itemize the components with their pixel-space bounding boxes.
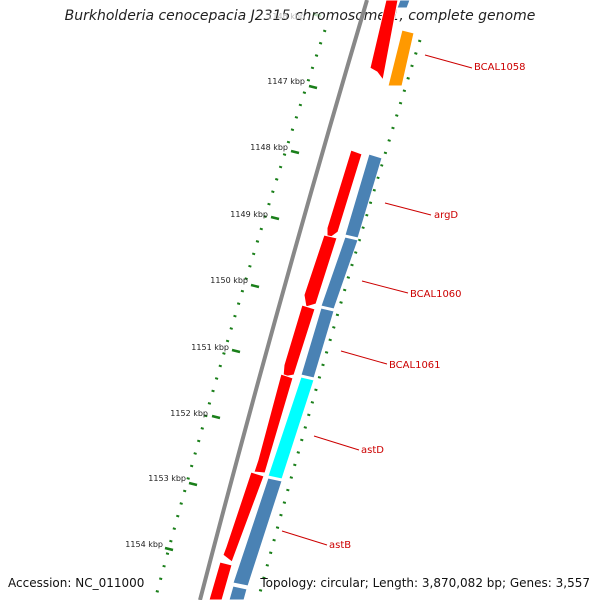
- leader-line: [361, 280, 409, 294]
- leader-line: [340, 350, 388, 365]
- tick: 1147 kbp: [267, 77, 318, 90]
- cds-feature[interactable]: [303, 234, 338, 308]
- cds-feature[interactable]: [222, 471, 265, 563]
- gene-label[interactable]: argD: [434, 210, 458, 221]
- tick: 1150 kbp: [210, 276, 260, 289]
- tick-label: 1146 kbp: [267, 12, 305, 21]
- tick-label: 1148 kbp: [250, 143, 288, 152]
- gc-track-inner: [256, 39, 422, 600]
- tick: 1154 kbp: [125, 540, 174, 552]
- tick: 1146 kbp: [267, 12, 322, 21]
- gene-feature[interactable]: [320, 236, 359, 310]
- tick-label: 1152 kbp: [170, 409, 208, 418]
- leader-line: [384, 202, 432, 216]
- gene-feature-cyan[interactable]: [267, 376, 315, 480]
- gene-feature[interactable]: [232, 477, 283, 587]
- tick-label: 1150 kbp: [210, 276, 248, 285]
- gene-label[interactable]: BCAL1061: [389, 360, 441, 371]
- tick: 1153 kbp: [148, 474, 198, 487]
- tick-label: 1149 kbp: [230, 210, 268, 219]
- cds-feature[interactable]: [326, 149, 363, 241]
- topology-text: Topology: circular; Length: 3,870,082 bp…: [260, 576, 590, 590]
- gene-feature-orange[interactable]: [387, 29, 415, 87]
- gene-feature[interactable]: [228, 585, 248, 600]
- gene-label-group: BCAL1058 argD BCAL1060 BCAL1061 astD ast…: [281, 54, 526, 551]
- tick: 1149 kbp: [230, 210, 280, 221]
- cds-feature[interactable]: [253, 373, 294, 474]
- gene-track: [228, 0, 415, 600]
- gene-feature-top[interactable]: [396, 0, 411, 9]
- leader-line: [281, 530, 328, 546]
- gene-label[interactable]: astB: [329, 540, 351, 551]
- tick-label: 1153 kbp: [148, 474, 186, 483]
- tick: 1152 kbp: [170, 409, 221, 420]
- gene-label[interactable]: astD: [361, 445, 384, 456]
- tick: 1151 kbp: [191, 343, 241, 354]
- leader-line: [313, 435, 360, 451]
- gene-label[interactable]: BCAL1058: [474, 62, 526, 73]
- tick-group: 1146 kbp 1147 kbp 1148 kbp 1149 kbp 1150…: [125, 12, 322, 552]
- backbone-line: [198, 0, 369, 600]
- tick: 1148 kbp: [250, 143, 300, 155]
- tick-label: 1147 kbp: [267, 77, 305, 86]
- accession-text: Accession: NC_011000: [8, 576, 145, 590]
- cds-track-forward: [208, 0, 399, 600]
- cds-feature[interactable]: [369, 0, 399, 82]
- leader-line: [424, 54, 473, 69]
- gene-feature[interactable]: [344, 153, 383, 239]
- tick-label: 1151 kbp: [191, 343, 229, 352]
- gene-label[interactable]: BCAL1060: [410, 289, 462, 300]
- map-title: Burkholderia cenocepacia J2315 chromosom…: [64, 8, 536, 24]
- gc-track-outer: [153, 29, 327, 600]
- tick-label: 1154 kbp: [125, 540, 163, 549]
- gene-feature[interactable]: [300, 307, 335, 379]
- cds-feature[interactable]: [208, 561, 233, 600]
